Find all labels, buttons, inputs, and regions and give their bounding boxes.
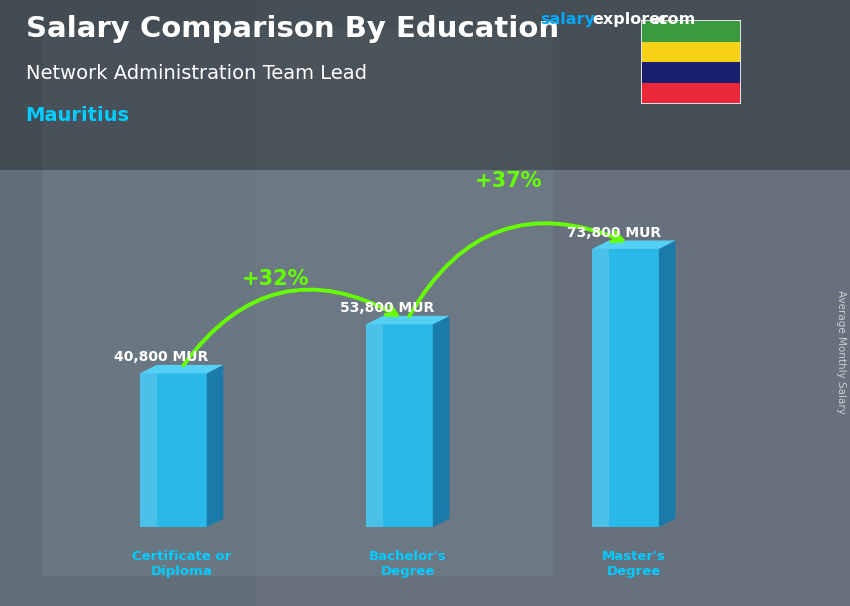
Text: 40,800 MUR: 40,800 MUR <box>115 350 208 364</box>
Text: Certificate or
Diploma: Certificate or Diploma <box>132 550 231 578</box>
Polygon shape <box>433 316 450 527</box>
Text: Mauritius: Mauritius <box>26 106 129 125</box>
Polygon shape <box>659 241 676 527</box>
Bar <box>366 324 383 527</box>
Text: Salary Comparison By Education: Salary Comparison By Education <box>26 15 558 43</box>
Polygon shape <box>592 241 676 249</box>
Text: +32%: +32% <box>242 269 309 289</box>
Text: Network Administration Team Lead: Network Administration Team Lead <box>26 64 366 82</box>
Bar <box>0 170 850 606</box>
Bar <box>592 249 609 527</box>
Bar <box>642 21 740 42</box>
Bar <box>366 324 433 527</box>
Bar <box>140 373 156 527</box>
Bar <box>642 62 740 82</box>
Bar <box>642 42 740 62</box>
Polygon shape <box>366 316 450 324</box>
Text: explorer: explorer <box>592 12 669 27</box>
Text: Average Monthly Salary: Average Monthly Salary <box>836 290 846 413</box>
Bar <box>642 82 740 103</box>
Bar <box>140 373 207 527</box>
Text: Master's
Degree: Master's Degree <box>602 550 666 578</box>
Bar <box>42 30 552 576</box>
Polygon shape <box>207 365 224 527</box>
Bar <box>0 0 850 170</box>
Bar <box>255 0 850 606</box>
Polygon shape <box>140 365 224 373</box>
Text: .com: .com <box>652 12 695 27</box>
Text: salary: salary <box>540 12 595 27</box>
Text: 53,800 MUR: 53,800 MUR <box>341 301 434 315</box>
Text: Bachelor's
Degree: Bachelor's Degree <box>369 550 447 578</box>
Text: +37%: +37% <box>475 171 543 191</box>
Bar <box>592 249 659 527</box>
Text: 73,800 MUR: 73,800 MUR <box>567 225 660 239</box>
